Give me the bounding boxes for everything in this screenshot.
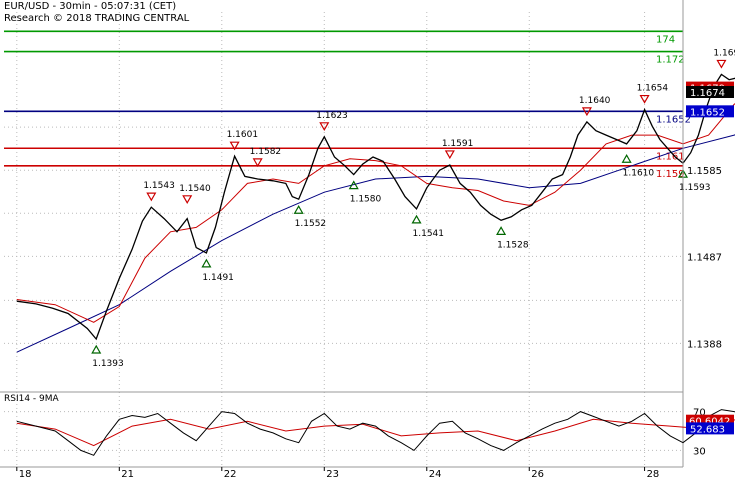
level-label-target_1: 1.172 [656, 55, 685, 66]
price-series-line [16, 73, 735, 341]
ma-slow-line [16, 134, 735, 353]
level-label-resistance_1: 1.161 [656, 151, 685, 162]
price-annotation: 1.1591 [442, 139, 474, 149]
moving-averages [16, 103, 735, 353]
price-annotation: 1.1694 [713, 48, 735, 58]
sell-marker [581, 107, 592, 117]
rsi-value-text: 60.6042 [689, 417, 730, 428]
price-annotation: 1.1491 [202, 273, 234, 283]
buy-marker [621, 154, 632, 163]
buy-marker [496, 226, 507, 235]
side-label: 1.1674 [686, 85, 734, 99]
sell-marker [182, 195, 193, 205]
sell-marker [319, 122, 330, 132]
level-label-pivot: 1.1652 [656, 114, 691, 125]
price-annotation: 1.1640 [579, 96, 611, 106]
side-label-text: 1.1652 [690, 107, 725, 118]
sell-marker [146, 192, 157, 202]
ma-fast-line [16, 103, 735, 323]
price-annotation: 1.1601 [227, 130, 258, 140]
side-label-box [686, 85, 734, 98]
y-tick-label: 1.1585 [687, 166, 722, 177]
rsi-ma-value-label: 52.683 [686, 422, 734, 435]
rsi-tick-label: 70 [693, 408, 706, 419]
price-annotation: 1.1552 [295, 219, 327, 229]
price-line [16, 73, 735, 341]
side-label: 1.1652 [686, 105, 734, 118]
time-axis: 18 21 22 23 24 26 28 [0, 466, 683, 480]
y-tick-label: 1.1487 [687, 252, 722, 263]
side-label-text: 1.1674 [690, 88, 725, 99]
annotations: 1.1393 1.1543 1.1540 1.1491 1.1601 1.1582 1.15… [91, 48, 735, 369]
rsi-title: RSI14 - 9MA [4, 394, 60, 404]
grid [4, 12, 683, 465]
side-label-box [686, 105, 734, 118]
rsi-ma-value-text: 52.683 [690, 424, 725, 435]
price-annotation: 1.1540 [179, 184, 211, 194]
buy-marker [91, 344, 102, 354]
price-annotation: 1.1654 [637, 84, 669, 94]
price-annotation: 1.1543 [143, 181, 175, 191]
y-tick-label: 1.1388 [687, 339, 722, 350]
x-tick-label: 26 [531, 469, 544, 480]
level-label-target_2: 174 [656, 34, 675, 45]
rsi-ma-line [16, 418, 735, 447]
x-tick-label: 28 [647, 469, 660, 480]
buy-marker [411, 214, 422, 224]
price-annotation: 1.1528 [497, 240, 529, 250]
price-annotation: 1.1393 [92, 359, 124, 369]
buy-marker [348, 180, 359, 190]
x-tick-label: 22 [224, 469, 237, 480]
price-annotation: 1.1610 [623, 168, 655, 178]
chart-source: Research © 2018 TRADING CENTRAL [4, 13, 190, 24]
x-tick-label: 18 [19, 469, 32, 480]
price-annotation: 1.1541 [413, 229, 445, 239]
sell-marker [639, 94, 650, 104]
rsi-tick-label: 30 [693, 446, 706, 457]
sell-marker [716, 59, 727, 69]
buy-marker [293, 205, 304, 214]
x-tick-label: 24 [429, 469, 442, 480]
rsi-ma-value-box [686, 422, 734, 435]
chart-title: EUR/USD - 30min - 05:07:31 (CET) [4, 1, 177, 12]
price-annotation: 1.1623 [316, 111, 348, 121]
x-tick-label: 21 [121, 469, 134, 480]
sell-marker [252, 158, 263, 168]
sell-marker [229, 141, 240, 151]
price-annotation: 1.1582 [250, 147, 282, 157]
horizontal-levels: 174 1.172 1.1652 1.161 1.159 [4, 30, 691, 180]
price-annotation: 1.1580 [350, 195, 382, 205]
x-tick-label: 23 [326, 469, 339, 480]
price-annotation: 1.1593 [679, 183, 711, 193]
rsi-line [16, 409, 735, 456]
buy-marker [201, 258, 212, 268]
level-label-resistance_2: 1.159 [656, 169, 685, 180]
sell-marker [444, 150, 455, 160]
